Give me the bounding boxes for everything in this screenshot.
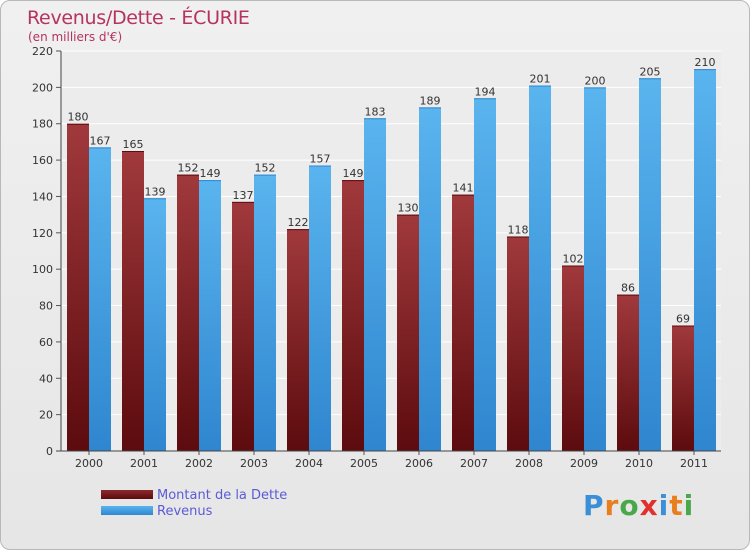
x-tick-label: 2009 — [570, 457, 598, 470]
y-tick-label: 180 — [32, 118, 53, 131]
data-label-revenus: 149 — [200, 167, 221, 180]
x-tick-label: 2000 — [75, 457, 103, 470]
bar-revenus — [529, 85, 551, 451]
y-tick-label: 60 — [39, 336, 53, 349]
bar-dette — [232, 201, 254, 451]
data-label-dette: 130 — [398, 202, 419, 215]
y-tick-label: 40 — [39, 372, 53, 385]
data-label-dette: 180 — [68, 111, 89, 124]
logo-letter: o — [619, 489, 640, 522]
y-tick-label: 220 — [32, 45, 53, 58]
x-tick-label: 2011 — [680, 457, 708, 470]
bar-revenus — [364, 118, 386, 451]
bar-revenus — [694, 69, 716, 451]
data-label-revenus: 205 — [640, 65, 661, 78]
bar-dette — [122, 151, 144, 451]
bar-dette — [342, 180, 364, 451]
x-tick-label: 2002 — [185, 457, 213, 470]
bar-dette — [287, 229, 309, 451]
legend-label-revenus: Revenus — [157, 504, 213, 519]
bar-revenus — [474, 98, 496, 451]
data-label-revenus: 183 — [365, 105, 386, 118]
bar-dette — [672, 325, 694, 451]
data-label-revenus: 210 — [695, 56, 716, 69]
bar-revenus — [309, 165, 331, 451]
data-label-dette: 122 — [288, 216, 309, 229]
bar-dette — [617, 294, 639, 451]
bar-dette — [67, 123, 89, 452]
bar-revenus — [144, 198, 166, 451]
bar-dette — [507, 236, 529, 451]
data-label-revenus: 167 — [90, 134, 111, 147]
logo-letter: x — [639, 489, 659, 522]
plot-area — [61, 51, 721, 451]
bar-dette — [452, 194, 474, 452]
data-label-dette: 152 — [178, 162, 199, 175]
proxiti-logo: Proxiti — [583, 489, 694, 522]
legend-swatch-dette — [101, 490, 153, 499]
y-tick-label: 120 — [32, 227, 53, 240]
x-tick-label: 2001 — [130, 457, 158, 470]
bar-revenus — [419, 107, 441, 451]
data-label-dette: 118 — [508, 223, 529, 236]
bar-dette — [397, 214, 419, 451]
bar-revenus — [584, 87, 606, 451]
bar-revenus — [254, 174, 276, 452]
x-tick-label: 2006 — [405, 457, 433, 470]
chart-title: Revenus/Dette - ÉCURIE — [27, 7, 250, 29]
y-tick-label: 140 — [32, 190, 53, 203]
logo-letter: i — [658, 489, 670, 522]
data-label-dette: 86 — [621, 282, 635, 295]
legend-label-dette: Montant de la Dette — [157, 488, 288, 503]
y-tick-label: 160 — [32, 154, 53, 167]
x-tick-label: 2005 — [350, 457, 378, 470]
y-tick-label: 20 — [39, 409, 53, 422]
data-label-dette: 149 — [343, 167, 364, 180]
y-tick-label: 100 — [32, 263, 53, 276]
bar-dette — [177, 174, 199, 452]
y-tick-label: 80 — [39, 300, 53, 313]
data-label-revenus: 152 — [255, 162, 276, 175]
x-tick-label: 2007 — [460, 457, 488, 470]
x-tick-label: 2004 — [295, 457, 323, 470]
chart-subtitle: (en milliers d'€) — [28, 30, 123, 44]
logo-letter: r — [604, 489, 620, 522]
bar-revenus — [639, 78, 661, 451]
logo-letter: P — [583, 489, 605, 522]
data-label-dette: 137 — [233, 189, 254, 202]
x-tick-label: 2008 — [515, 457, 543, 470]
legend-swatch-revenus — [101, 506, 153, 515]
bar-dette — [562, 265, 584, 451]
data-label-dette: 141 — [453, 182, 474, 195]
y-tick-label: 0 — [46, 445, 53, 458]
data-label-dette: 69 — [676, 313, 690, 326]
x-tick-label: 2010 — [625, 457, 653, 470]
data-label-revenus: 189 — [420, 94, 441, 107]
data-label-revenus: 157 — [310, 153, 331, 166]
data-label-dette: 102 — [563, 253, 584, 266]
bar-revenus — [199, 180, 221, 451]
data-label-revenus: 194 — [475, 85, 496, 98]
logo-letter: t — [669, 489, 684, 522]
data-label-dette: 165 — [123, 138, 144, 151]
x-tick-label: 2003 — [240, 457, 268, 470]
data-label-revenus: 201 — [530, 73, 551, 86]
bar-revenus — [89, 147, 111, 451]
y-tick-label: 200 — [32, 81, 53, 94]
data-label-revenus: 200 — [585, 74, 606, 87]
data-label-revenus: 139 — [145, 185, 166, 198]
logo-letter: i — [683, 489, 695, 522]
